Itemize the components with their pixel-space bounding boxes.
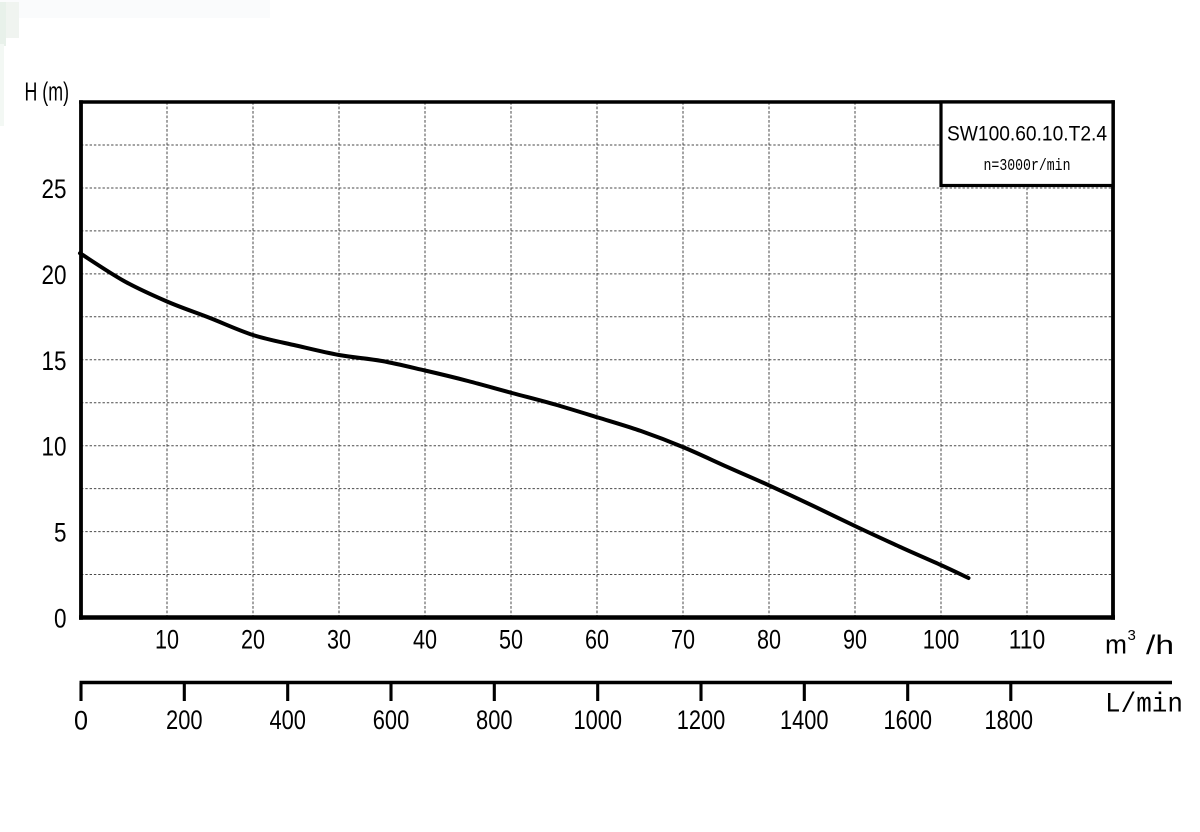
svg-text:1800: 1800 [984, 705, 1033, 735]
svg-text:400: 400 [269, 705, 306, 735]
svg-text:600: 600 [373, 705, 410, 735]
svg-text:40: 40 [413, 625, 437, 655]
svg-text:90: 90 [843, 625, 867, 655]
svg-text:100: 100 [923, 625, 960, 655]
svg-text:10: 10 [42, 432, 67, 462]
svg-text:0: 0 [54, 603, 67, 633]
svg-text:m: m [1105, 630, 1127, 660]
svg-text:L/min: L/min [1105, 690, 1183, 721]
svg-text:5: 5 [54, 518, 67, 548]
svg-text:H (m): H (m) [25, 78, 70, 106]
svg-text:1400: 1400 [780, 705, 829, 735]
svg-text:20: 20 [241, 625, 265, 655]
svg-text:70: 70 [671, 625, 695, 655]
svg-text:30: 30 [327, 625, 351, 655]
svg-text:15: 15 [42, 346, 67, 376]
svg-text:50: 50 [499, 625, 523, 655]
svg-text:200: 200 [166, 705, 203, 735]
svg-text:20: 20 [42, 260, 67, 290]
svg-text:80: 80 [757, 625, 781, 655]
svg-text:1200: 1200 [677, 705, 726, 735]
svg-text:n=3000r/min: n=3000r/min [984, 156, 1071, 175]
svg-text:60: 60 [585, 625, 609, 655]
svg-text:/h: /h [1146, 630, 1174, 660]
svg-text:800: 800 [476, 705, 513, 735]
svg-text:SW100.60.10.T2.4: SW100.60.10.T2.4 [947, 122, 1107, 146]
svg-text:10: 10 [155, 625, 179, 655]
svg-text:0: 0 [74, 706, 88, 736]
svg-text:25: 25 [42, 174, 67, 204]
svg-text:1000: 1000 [573, 705, 622, 735]
svg-text:1600: 1600 [883, 705, 932, 735]
svg-text:3: 3 [1128, 627, 1136, 644]
svg-text:110: 110 [1009, 625, 1046, 655]
